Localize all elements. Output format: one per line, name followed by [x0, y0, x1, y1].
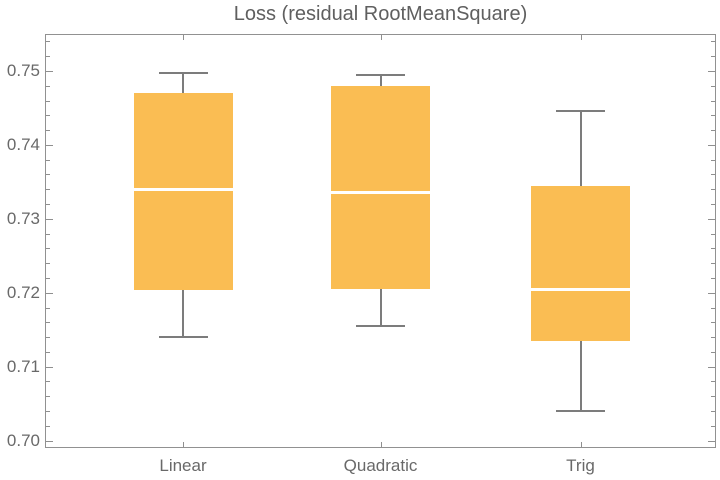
x-tick — [183, 442, 184, 447]
y-minor-tick — [46, 204, 50, 206]
y-minor-tick — [46, 189, 50, 191]
whisker-cap-top-quadratic — [356, 73, 405, 76]
y-tick-label: 0.74 — [6, 135, 40, 155]
y-major-tick — [46, 292, 53, 294]
y-minor-tick — [46, 130, 50, 132]
x-tick-top — [580, 35, 582, 40]
y-minor-tick — [46, 263, 50, 265]
y-tick-label: 0.71 — [6, 357, 40, 377]
y-minor-tick — [46, 396, 50, 398]
y-minor-tick-right — [711, 233, 715, 235]
y-major-tick-right — [708, 440, 715, 442]
y-major-tick-right — [708, 144, 715, 146]
y-minor-tick — [46, 159, 50, 161]
x-category-label: Quadratic — [343, 456, 418, 475]
y-minor-tick-right — [711, 381, 715, 383]
y-major-tick-right — [708, 292, 715, 294]
y-tick-label: 0.75 — [6, 61, 40, 81]
y-minor-tick — [46, 277, 50, 279]
median-line-linear — [133, 188, 233, 192]
y-minor-tick-right — [711, 56, 715, 58]
y-minor-tick — [46, 85, 50, 87]
y-minor-tick — [46, 322, 50, 324]
y-minor-tick-right — [711, 174, 715, 176]
y-minor-tick-right — [711, 248, 715, 250]
whisker-cap-top-linear — [158, 72, 208, 75]
y-minor-tick-right — [711, 307, 715, 309]
y-minor-tick — [46, 248, 50, 250]
whisker-cap-bottom-trig — [556, 410, 605, 413]
x-tick — [380, 442, 382, 447]
y-major-tick-right — [708, 366, 715, 368]
y-major-tick — [46, 366, 53, 368]
y-minor-tick — [46, 56, 50, 58]
x-tick-top — [380, 35, 382, 40]
y-minor-tick-right — [711, 263, 715, 265]
chart-title: Loss (residual RootMeanSquare) — [233, 3, 528, 25]
y-minor-tick-right — [711, 100, 715, 102]
y-minor-tick-right — [711, 411, 715, 413]
y-major-tick — [46, 440, 53, 442]
y-minor-tick-right — [711, 130, 715, 132]
y-minor-tick-right — [711, 41, 715, 43]
y-minor-tick-right — [711, 189, 715, 191]
y-minor-tick — [46, 100, 50, 102]
y-minor-tick-right — [711, 322, 715, 324]
y-major-tick — [46, 144, 53, 146]
y-major-tick-right — [708, 70, 715, 72]
y-major-tick-right — [708, 218, 715, 220]
whisker-cap-bottom-linear — [158, 336, 208, 339]
box-trig — [531, 185, 630, 341]
y-minor-tick — [46, 381, 50, 383]
y-minor-tick-right — [711, 115, 715, 117]
y-minor-tick — [46, 411, 50, 413]
y-tick-label: 0.73 — [6, 209, 40, 229]
y-minor-tick — [46, 337, 50, 339]
y-major-tick — [46, 218, 53, 220]
y-minor-tick — [46, 425, 50, 427]
y-minor-tick — [46, 41, 50, 43]
box-quadratic — [331, 85, 430, 290]
plot-frame — [45, 34, 716, 448]
x-category-label: Trig — [566, 456, 595, 475]
y-minor-tick-right — [711, 277, 715, 279]
y-minor-tick-right — [711, 396, 715, 398]
y-minor-tick — [46, 115, 50, 117]
y-minor-tick — [46, 174, 50, 176]
y-minor-tick — [46, 307, 50, 309]
y-tick-label: 0.70 — [6, 431, 40, 451]
median-line-quadratic — [331, 191, 430, 195]
y-tick-label: 0.72 — [6, 283, 40, 303]
whisker-cap-bottom-quadratic — [356, 325, 405, 328]
y-minor-tick — [46, 351, 50, 353]
y-minor-tick-right — [711, 85, 715, 87]
x-tick-top — [183, 35, 184, 40]
y-minor-tick-right — [711, 425, 715, 427]
y-minor-tick-right — [711, 337, 715, 339]
whisker-cap-top-trig — [556, 109, 605, 112]
y-minor-tick-right — [711, 204, 715, 206]
y-major-tick — [46, 70, 53, 72]
x-tick — [580, 442, 582, 447]
median-line-trig — [531, 288, 630, 292]
x-category-label: Linear — [159, 456, 207, 475]
y-minor-tick-right — [711, 159, 715, 161]
y-minor-tick — [46, 233, 50, 235]
y-minor-tick-right — [711, 351, 715, 353]
